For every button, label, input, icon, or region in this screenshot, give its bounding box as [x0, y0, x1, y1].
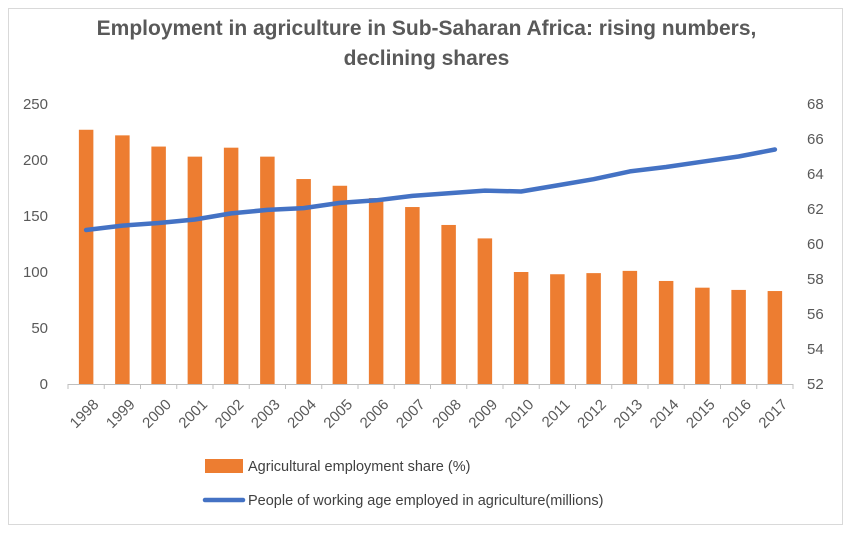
- bar-2007: [405, 207, 420, 384]
- y-right-tick-label: 54: [807, 341, 824, 358]
- y-right-tick-label: 66: [807, 131, 824, 148]
- y-right-tick-label: 68: [807, 96, 824, 113]
- x-tick-label: 2005: [320, 396, 356, 432]
- bar-2006: [368, 198, 384, 384]
- x-tick-label: 2013: [610, 396, 646, 432]
- x-tick-label: 2003: [248, 396, 284, 432]
- bar-2002: [223, 147, 239, 384]
- bar-2012: [586, 273, 601, 384]
- legend-bar-swatch: [205, 459, 243, 473]
- y-left-tick-label: 50: [31, 320, 48, 337]
- y-left-tick-label: 100: [23, 264, 48, 281]
- x-tick-label: 2012: [574, 396, 610, 432]
- bar-2001: [187, 156, 203, 384]
- y-right-tick-label: 52: [807, 376, 824, 393]
- bar-2003: [260, 156, 275, 384]
- bar-2013: [622, 270, 638, 384]
- bar-2016: [731, 289, 746, 384]
- y-right-tick-label: 60: [807, 236, 824, 253]
- x-tick-label: 2004: [284, 396, 320, 432]
- y-left-tick-label: 0: [40, 376, 48, 393]
- legend: Agricultural employment share (%) People …: [202, 459, 603, 509]
- legend-bar-label: Agricultural employment share (%): [248, 459, 470, 475]
- bar-2004: [296, 179, 311, 384]
- bar-2005: [332, 185, 348, 384]
- x-tick-label: 2016: [719, 396, 755, 432]
- y-left-tick-label: 150: [23, 208, 48, 225]
- bar-2000: [151, 146, 166, 384]
- bar-2009: [477, 238, 493, 384]
- x-tick-label: 1999: [103, 396, 139, 432]
- bar-1998: [78, 129, 94, 384]
- x-tick-label: 1998: [67, 396, 103, 432]
- x-tick-label: 2017: [755, 396, 791, 432]
- bar-2010: [513, 272, 529, 384]
- y-right-tick-label: 64: [807, 166, 824, 183]
- legend-line-label: People of working age employed in agricu…: [248, 493, 603, 509]
- x-tick-label: 2010: [502, 396, 538, 432]
- y-right-tick-label: 62: [807, 201, 824, 218]
- x-tick-label: 2002: [212, 396, 248, 432]
- x-tick-label: 2000: [139, 396, 175, 432]
- x-tick-label: 2015: [683, 396, 719, 432]
- x-tick-label: 2006: [357, 396, 393, 432]
- bar-1999: [115, 135, 130, 384]
- x-tick-label: 2014: [647, 396, 683, 432]
- axes: [67, 384, 794, 389]
- y-left-tick-label: 250: [23, 96, 48, 113]
- x-tick-labels: 1998 1999 2000 2001 2002 2003 2004 2005 2006 2007…: [67, 396, 791, 432]
- y-left-tick-label: 200: [23, 152, 48, 169]
- chart-frame: [8, 8, 843, 525]
- line-series: [83, 147, 778, 233]
- chart-title: Employment in agriculture in Sub-Saharan…: [96, 17, 757, 70]
- x-tick-label: 2008: [429, 396, 465, 432]
- bar-2015: [695, 287, 710, 384]
- bar-2008: [441, 224, 456, 384]
- y-left-tick-labels: 0 50 100 150 200 250: [23, 96, 48, 393]
- y-right-tick-label: 56: [807, 306, 824, 323]
- bar-series: [78, 129, 783, 384]
- bar-2014: [658, 280, 674, 384]
- y-right-tick-label: 58: [807, 271, 824, 288]
- x-tick-label: 2011: [539, 396, 574, 431]
- y-right-tick-labels: 52 54 56 58 60 62 64 66 68: [807, 96, 824, 393]
- x-tick-label: 2007: [393, 396, 429, 432]
- x-tick-label: 2001: [175, 396, 211, 432]
- bar-2011: [550, 274, 565, 384]
- bar-2017: [767, 291, 783, 384]
- line-series-path: [83, 147, 778, 233]
- x-tick-label: 2009: [465, 396, 501, 432]
